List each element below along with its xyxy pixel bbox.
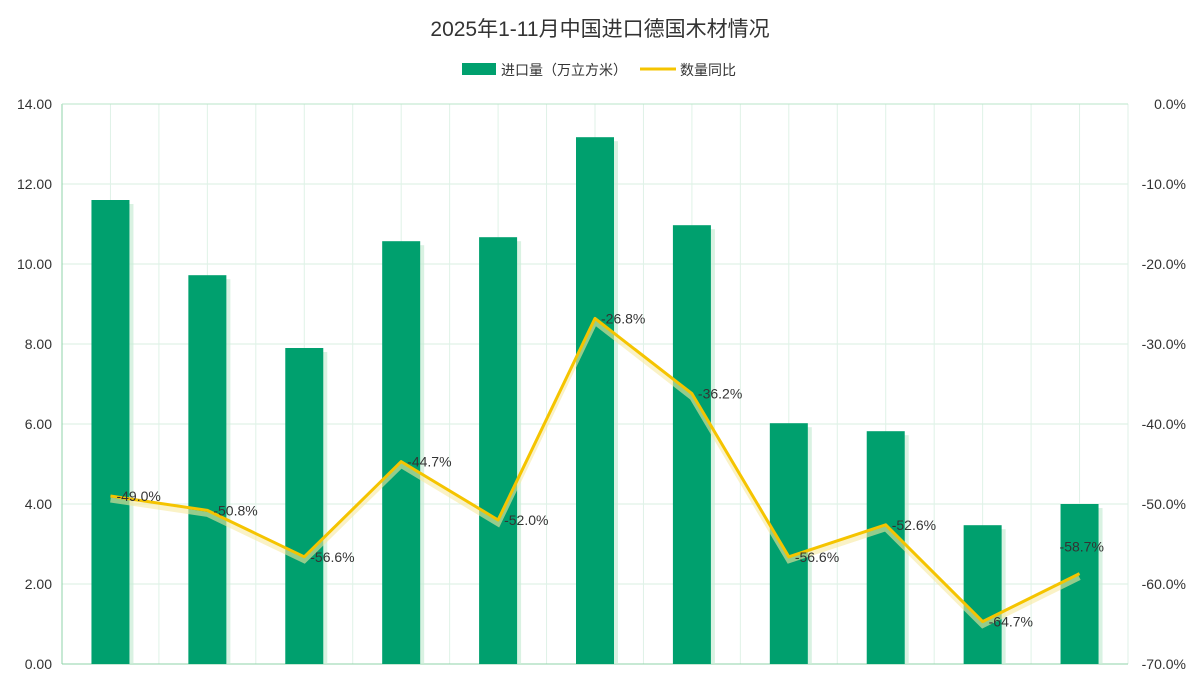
data-label: -50.8%: [213, 502, 257, 518]
legend-line-label: 数量同比: [680, 62, 736, 78]
data-label: -56.6%: [310, 549, 354, 565]
y-right-tick-label: 0.0%: [1154, 96, 1186, 112]
data-label: -52.6%: [892, 517, 936, 533]
y-right-tick-label: -10.0%: [1142, 176, 1186, 192]
legend-bar-swatch: [462, 63, 496, 75]
bar: [285, 348, 324, 664]
bar: [188, 275, 227, 664]
data-label: -26.8%: [601, 310, 645, 326]
bar: [672, 225, 711, 664]
bar: [963, 525, 1002, 664]
y-right-tick-label: -40.0%: [1142, 416, 1186, 432]
y-left-tick-label: 0.00: [25, 656, 52, 672]
line-series: [110, 316, 1081, 624]
chart-title: 2025年1-11月中国进口德国木材情况: [430, 18, 769, 41]
bar: [479, 237, 518, 664]
data-label: -52.0%: [504, 512, 548, 528]
bar: [91, 200, 130, 664]
data-label: -49.0%: [116, 488, 160, 504]
y-right-tick-label: -30.0%: [1142, 336, 1186, 352]
bar: [769, 423, 808, 664]
y-right-tick-label: -20.0%: [1142, 256, 1186, 272]
data-label: -58.7%: [1060, 539, 1104, 555]
bar: [576, 137, 614, 664]
y-left-tick-label: 4.00: [25, 496, 52, 512]
line-shadow: [110, 318, 1081, 629]
legend-bar-label: 进口量（万立方米）: [501, 62, 627, 78]
data-label: -36.2%: [698, 386, 742, 402]
bar: [382, 241, 421, 664]
y-left-tick-label: 2.00: [25, 576, 52, 592]
y-left-tick-label: 12.00: [17, 176, 52, 192]
data-label: -56.6%: [795, 549, 839, 565]
data-label: -44.7%: [407, 454, 451, 470]
y-right-tick-label: -70.0%: [1142, 656, 1186, 672]
y-right-tick-label: -60.0%: [1142, 576, 1186, 592]
y-left-tick-label: 6.00: [25, 416, 52, 432]
bar: [866, 431, 905, 664]
y-left-tick-label: 14.00: [17, 96, 52, 112]
data-label: -64.7%: [989, 614, 1033, 630]
y-left-tick-label: 10.00: [17, 256, 52, 272]
legend: 进口量（万立方米） 数量同比: [462, 62, 736, 78]
y-right-tick-label: -50.0%: [1142, 496, 1186, 512]
y-left-tick-label: 8.00: [25, 336, 52, 352]
